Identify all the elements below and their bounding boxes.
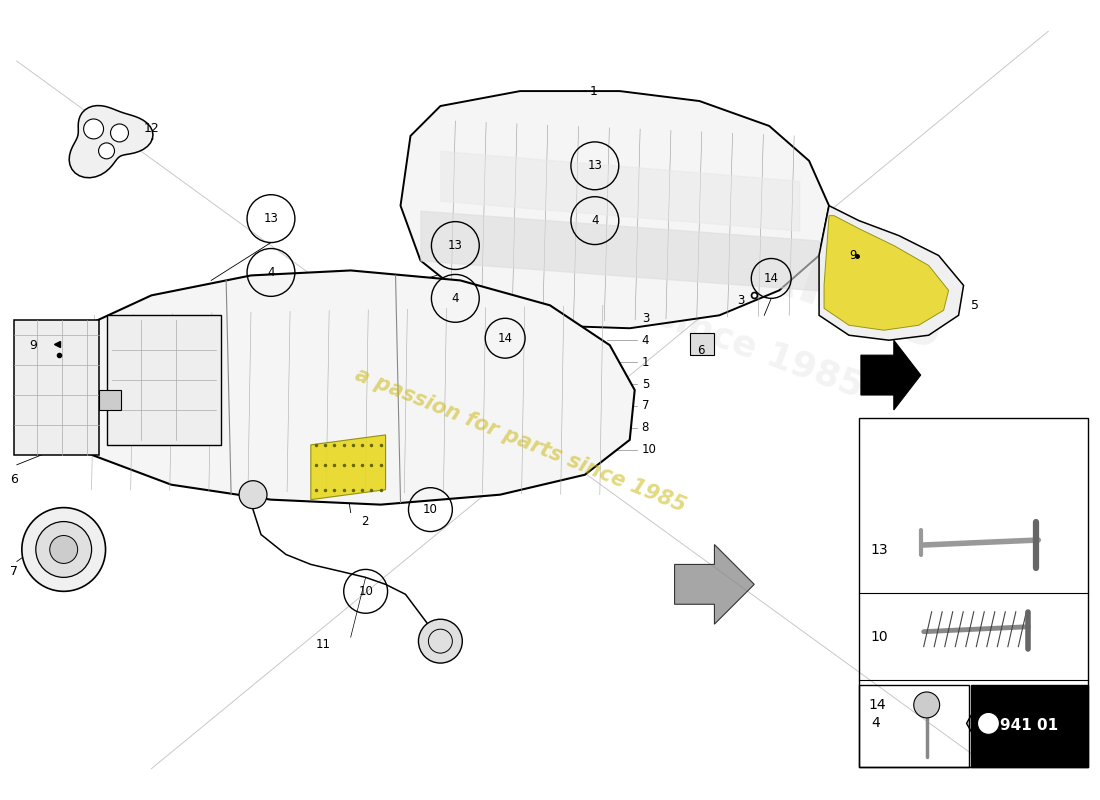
Circle shape: [914, 692, 939, 718]
Polygon shape: [820, 206, 964, 340]
Text: 9: 9: [29, 338, 36, 352]
Polygon shape: [311, 435, 386, 500]
Text: 12: 12: [143, 122, 160, 135]
Circle shape: [22, 508, 106, 591]
Circle shape: [50, 535, 78, 563]
Text: 13: 13: [587, 159, 603, 172]
Text: 941 01: 941 01: [1000, 718, 1058, 734]
Circle shape: [418, 619, 462, 663]
Polygon shape: [861, 340, 921, 410]
Circle shape: [84, 119, 103, 139]
Text: 6: 6: [10, 474, 18, 486]
Text: 1: 1: [641, 356, 649, 369]
Text: 4: 4: [267, 266, 275, 279]
Text: 7: 7: [641, 399, 649, 413]
Circle shape: [239, 481, 267, 509]
Text: 4: 4: [591, 214, 598, 227]
Text: 10: 10: [359, 585, 373, 598]
Text: 3: 3: [641, 312, 649, 325]
Polygon shape: [69, 106, 153, 178]
Circle shape: [978, 713, 1000, 734]
Polygon shape: [400, 91, 829, 328]
Text: 14: 14: [763, 272, 779, 285]
Text: since 1985: since 1985: [651, 297, 868, 403]
Text: 14: 14: [497, 332, 513, 345]
Text: 8: 8: [641, 422, 649, 434]
Bar: [14, 320, 99, 455]
Text: 4: 4: [641, 334, 649, 346]
Circle shape: [110, 124, 129, 142]
Text: 13: 13: [264, 212, 278, 225]
Polygon shape: [824, 216, 948, 330]
Text: AUTOPARTS: AUTOPARTS: [483, 136, 956, 365]
Bar: [970, 685, 1088, 766]
Text: 2: 2: [361, 515, 368, 528]
Bar: [859, 418, 1088, 766]
Text: 5: 5: [970, 299, 979, 312]
Polygon shape: [674, 545, 755, 624]
Text: 11: 11: [316, 638, 331, 650]
Polygon shape: [967, 704, 1011, 742]
Text: 4: 4: [452, 292, 459, 305]
Text: 13: 13: [871, 543, 889, 557]
Text: 10: 10: [871, 630, 889, 644]
Polygon shape: [99, 390, 121, 410]
Bar: [690, 334, 714, 355]
Text: a passion for parts since 1985: a passion for parts since 1985: [352, 364, 689, 516]
Text: 14: 14: [869, 698, 887, 713]
Polygon shape: [107, 315, 221, 445]
Text: 10: 10: [424, 503, 438, 516]
Circle shape: [36, 522, 91, 578]
Polygon shape: [57, 270, 635, 505]
Text: 4: 4: [871, 716, 880, 730]
Text: 10: 10: [641, 443, 657, 456]
Text: 3: 3: [737, 294, 745, 307]
Text: 1: 1: [590, 85, 597, 98]
Text: 5: 5: [641, 378, 649, 390]
Text: 13: 13: [448, 239, 463, 252]
Bar: [859, 685, 968, 766]
Text: 7: 7: [10, 565, 18, 578]
Text: 6: 6: [697, 344, 705, 357]
Circle shape: [99, 143, 114, 159]
Text: 9: 9: [849, 249, 857, 262]
